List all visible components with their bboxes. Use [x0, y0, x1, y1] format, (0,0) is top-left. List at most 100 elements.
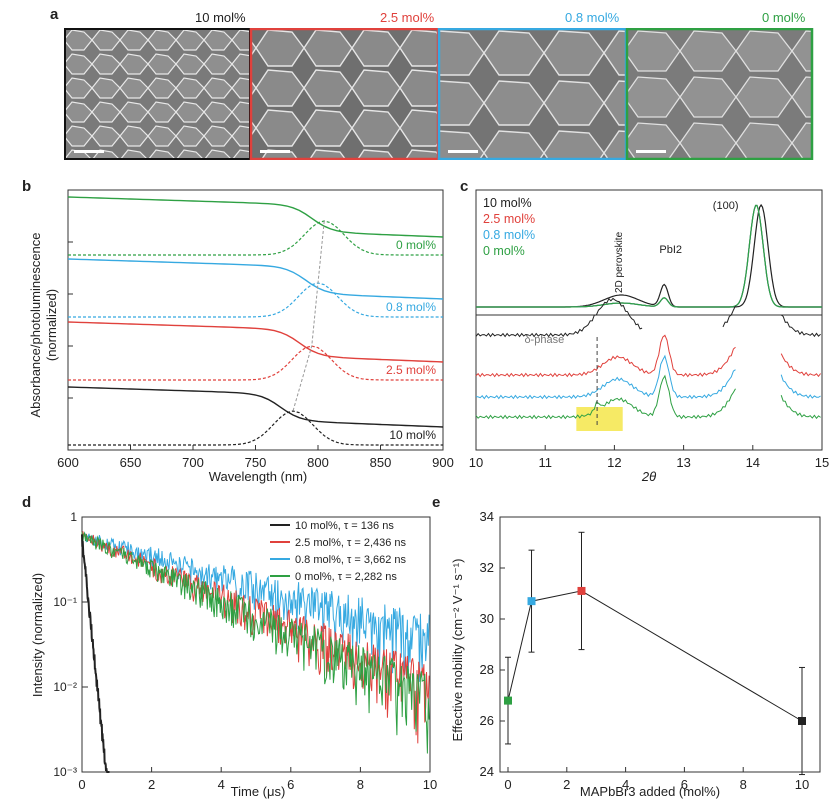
chart-b-xlabel: Wavelength (nm) — [209, 469, 308, 484]
sem-label-2-5: 2.5 mol% — [380, 10, 434, 25]
chart-d-xtick-label: 8 — [357, 777, 364, 792]
chart-b-peak-guide — [293, 221, 324, 411]
chart-d-legend-item: 0.8 mol%, τ = 3,662 ns — [295, 554, 407, 566]
sem-tile-2-5 — [251, 29, 438, 159]
chart-b-abs-line — [68, 259, 443, 299]
sem-label-10: 10 mol% — [195, 10, 246, 25]
chart-b-xtick-label: 700 — [182, 455, 204, 470]
chart-e-xlabel: MAPbBr3 added (mol%) — [580, 784, 720, 799]
chart-d-ytick-label: 10⁻³ — [53, 765, 77, 779]
chart-d-ytick-label: 1 — [70, 510, 77, 524]
chart-b-abs-line — [68, 322, 443, 362]
sem-tile-10 — [65, 29, 250, 159]
chart-c-bottom-line — [476, 298, 642, 336]
chart-b-ylabel: Absorbance/photoluminescence — [28, 232, 43, 417]
chart-d-decay-line — [82, 534, 110, 772]
chart-b-xtick-label: 600 — [57, 455, 79, 470]
chart-d-xtick-label: 2 — [148, 777, 155, 792]
chart-b-pl-line — [68, 221, 443, 255]
chart-e: Effective mobility (cm⁻² V⁻¹ s⁻¹) MAPbBr… — [440, 500, 831, 805]
chart-b-series-label: 10 mol% — [389, 428, 436, 442]
chart-e-ytick-label: 24 — [480, 764, 494, 779]
chart-e-ytick-label: 32 — [480, 560, 494, 575]
chart-e-point — [504, 697, 512, 705]
chart-e-ytick-label: 30 — [480, 611, 494, 626]
chart-b-series-label: 0 mol% — [396, 238, 436, 252]
chart-c-legend-item: 0 mol% — [483, 244, 525, 258]
chart-b-abs-line — [68, 387, 443, 427]
chart-e-xtick-label: 8 — [740, 777, 747, 792]
chart-e-connecting-line — [508, 591, 802, 721]
chart-b-series-label: 0.8 mol% — [386, 300, 436, 314]
chart-b-abs-line — [68, 197, 443, 237]
chart-c-annot-delta: δ-phase — [524, 334, 564, 346]
chart-d-xtick-label: 0 — [78, 777, 85, 792]
sem-tile-0 — [627, 29, 812, 159]
chart-c-bottom-line — [476, 335, 736, 376]
chart-b-xtick-label: 750 — [245, 455, 267, 470]
chart-c-legend-item: 0.8 mol% — [483, 228, 535, 242]
chart-c-xtick-label: 10 — [469, 455, 483, 470]
chart-d-xlabel: Time (μs) — [231, 784, 286, 799]
chart-d: Intensity (normalized) Time (μs) 0 2 4 6 8 10… — [0, 500, 450, 805]
chart-e-ytick-label: 34 — [480, 509, 494, 524]
chart-b-series-label: 2.5 mol% — [386, 363, 436, 377]
chart-e-xtick-label: 0 — [504, 777, 511, 792]
chart-c-annot-2d: 2D perovskite — [614, 231, 625, 293]
chart-b-xtick-label: 850 — [370, 455, 392, 470]
scale-bar — [74, 150, 104, 153]
sem-images — [64, 28, 814, 160]
chart-c-xtick-label: 13 — [676, 455, 690, 470]
chart-d-legend-item: 2.5 mol%, τ = 2,436 ns — [295, 537, 407, 549]
chart-e-frame — [500, 517, 820, 772]
chart-e-xtick-label: 4 — [622, 777, 629, 792]
chart-d-legend-item: 10 mol%, τ = 136 ns — [295, 520, 394, 532]
chart-e-ytick-label: 28 — [480, 662, 494, 677]
panel-letter-a: a — [50, 6, 58, 23]
chart-c-bottom-line — [781, 315, 820, 336]
chart-c-highlight — [576, 407, 622, 431]
chart-b-xtick-label: 800 — [307, 455, 329, 470]
chart-c-annot-100: (100) — [713, 200, 739, 212]
chart-d-xtick-label: 4 — [218, 777, 225, 792]
chart-c-xtick-label: 11 — [538, 455, 552, 470]
chart-c-xlabel: 2θ — [641, 469, 656, 484]
chart-c-bottom-line — [781, 395, 820, 418]
sem-label-0-8: 0.8 mol% — [565, 10, 619, 25]
chart-b: Absorbance/photoluminescence (normalized… — [0, 185, 455, 490]
chart-e-xtick-label: 2 — [563, 777, 570, 792]
chart-e-point — [798, 717, 806, 725]
chart-c-xtick-label: 15 — [815, 455, 829, 470]
chart-c: 2θ 10 11 12 13 14 15 10 mol% 2.5 mol% 0.8 mol% 0 … — [455, 185, 831, 490]
chart-c-bottom-line — [781, 354, 820, 377]
scale-bar — [448, 150, 478, 153]
chart-b-frame — [68, 190, 443, 450]
chart-e-xtick-label: 6 — [681, 777, 688, 792]
scale-bar — [636, 150, 666, 153]
sem-label-0: 0 mol% — [762, 10, 805, 25]
chart-c-legend-item: 2.5 mol% — [483, 212, 535, 226]
chart-b-pl-line — [68, 411, 443, 445]
chart-e-ylabel: Effective mobility (cm⁻² V⁻¹ s⁻¹) — [450, 559, 465, 742]
scale-bar — [260, 150, 290, 153]
chart-b-xtick-label: 900 — [432, 455, 454, 470]
chart-d-ytick-label: 10⁻² — [53, 680, 77, 694]
chart-c-bottom-line — [781, 375, 820, 398]
chart-c-bottom-line — [723, 306, 736, 327]
chart-d-ytick-label: 10⁻¹ — [53, 595, 77, 609]
chart-c-annot-pbi2: PbI2 — [659, 244, 682, 256]
chart-c-xtick-label: 14 — [746, 455, 760, 470]
chart-c-legend-item: 10 mol% — [483, 196, 532, 210]
chart-d-ylabel: Intensity (normalized) — [30, 573, 45, 697]
chart-e-point — [528, 597, 536, 605]
sem-tile-0-8 — [439, 29, 626, 159]
chart-d-xtick-label: 6 — [287, 777, 294, 792]
chart-e-xtick-label: 10 — [795, 777, 809, 792]
chart-d-xtick-label: 10 — [423, 777, 437, 792]
chart-e-point — [578, 587, 586, 595]
chart-b-xtick-label: 650 — [120, 455, 142, 470]
chart-c-xtick-label: 12 — [607, 455, 621, 470]
chart-d-legend-item: 0 mol%, τ = 2,282 ns — [295, 571, 397, 583]
chart-e-ytick-label: 26 — [480, 713, 494, 728]
chart-b-ylabel-2: (normalized) — [44, 289, 59, 361]
